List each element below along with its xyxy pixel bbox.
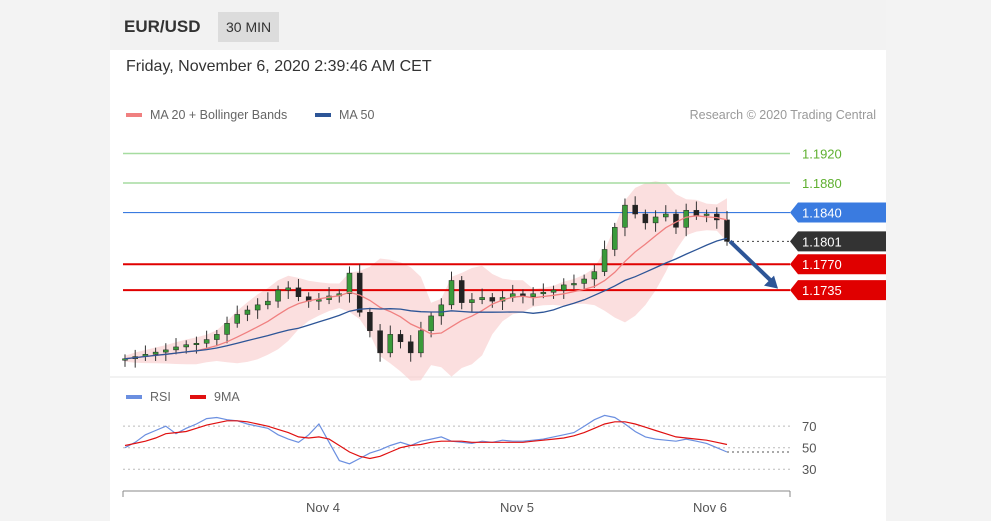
legend-9ma-label: 9MA	[214, 390, 240, 404]
candle	[163, 349, 169, 353]
candle	[183, 344, 189, 348]
candle	[703, 213, 710, 216]
candle	[214, 334, 220, 340]
level-tag-1.1735	[790, 280, 886, 301]
ma50-line	[124, 237, 728, 360]
research-credit: Research © 2020 Trading Central	[689, 108, 876, 122]
candle	[469, 299, 475, 303]
candle	[275, 289, 281, 302]
x-tick-label: Nov 4	[306, 500, 340, 515]
x-tick-label: Nov 6	[693, 500, 727, 515]
candle	[612, 227, 618, 250]
candle	[254, 304, 261, 311]
candle	[316, 299, 322, 302]
candle	[203, 339, 210, 344]
candle	[265, 300, 271, 306]
level-tag-1.1801	[790, 231, 886, 252]
chart-header: EUR/USD 30 MIN	[110, 0, 886, 50]
symbol-title: EUR/USD	[124, 17, 201, 36]
level-label-1.1735: 1.1735	[802, 283, 842, 298]
candle	[601, 249, 608, 272]
candle	[458, 280, 465, 303]
candle	[224, 323, 230, 335]
candle	[581, 278, 587, 284]
candle	[152, 351, 159, 355]
candle	[540, 292, 547, 295]
legend-rsi-swatch	[126, 395, 142, 399]
candle	[377, 330, 383, 354]
timeframe-badge[interactable]: 30 MIN	[218, 12, 280, 42]
candle	[356, 272, 363, 313]
candle	[418, 330, 424, 354]
candle	[387, 334, 394, 354]
candle	[407, 341, 414, 354]
candle	[571, 283, 577, 286]
chart-panel: EUR/USD 30 MIN Friday, November 6, 2020 …	[110, 0, 886, 521]
rsi-tick-label: 70	[802, 419, 816, 434]
legend-ma50: MA 50	[315, 108, 374, 122]
legend-ma50-swatch	[315, 113, 331, 117]
candle	[632, 204, 638, 215]
candle	[489, 297, 496, 302]
candle	[397, 334, 404, 343]
chart-datetime: Friday, November 6, 2020 2:39:46 AM CET	[126, 58, 432, 75]
candle	[622, 204, 628, 228]
rsi-9ma-line	[124, 420, 728, 460]
candle	[244, 309, 251, 315]
candle	[295, 287, 302, 297]
candle	[652, 216, 659, 224]
ma20-line	[124, 215, 728, 360]
chart-canvas: 1.1920 1.1880 1.1840 1.1801 1.1770 1.1735 70 50…	[110, 146, 886, 515]
candle	[724, 219, 730, 242]
candle	[367, 311, 373, 331]
candle	[173, 346, 179, 351]
level-label-1.1770: 1.1770	[802, 257, 842, 272]
candle	[448, 280, 455, 306]
rsi-line	[124, 414, 728, 465]
forecast-arrow-shaft	[728, 239, 776, 286]
legend-rsi: RSI	[126, 390, 171, 404]
legend-rsi-label: RSI	[150, 390, 171, 404]
candle	[234, 314, 240, 324]
rsi-tick-label: 30	[802, 462, 816, 477]
forecast-arrow-head	[764, 275, 778, 289]
candle	[642, 213, 649, 224]
level-tag-1.1840	[790, 202, 886, 223]
legend-ma20-swatch	[126, 113, 142, 117]
level-label-1.1920: 1.1920	[802, 146, 842, 161]
candle	[479, 297, 485, 300]
bollinger-band	[125, 181, 727, 381]
candle	[550, 289, 557, 293]
candle	[663, 213, 669, 218]
legend-ma50-label: MA 50	[339, 108, 375, 122]
candle	[285, 287, 292, 291]
legend-9ma: 9MA	[190, 390, 240, 404]
level-label-1.1840: 1.1840	[802, 206, 842, 221]
candle	[193, 342, 200, 345]
candle	[683, 210, 689, 228]
legend-ma20-label: MA 20 + Bollinger Bands	[150, 108, 288, 122]
legend-9ma-swatch	[190, 395, 206, 399]
candle	[530, 293, 536, 297]
candle	[591, 271, 598, 280]
candle	[438, 304, 445, 317]
candle	[428, 315, 434, 331]
candle	[560, 284, 567, 291]
level-label-1.1880: 1.1880	[802, 176, 842, 191]
level-label-1.1801: 1.1801	[802, 234, 842, 249]
candle	[693, 210, 700, 216]
level-tag-1.1770	[790, 254, 886, 275]
candle	[346, 272, 353, 295]
x-tick-label: Nov 5	[500, 500, 534, 515]
legend-ma20: MA 20 + Bollinger Bands	[126, 108, 287, 122]
rsi-tick-label: 50	[802, 441, 816, 456]
